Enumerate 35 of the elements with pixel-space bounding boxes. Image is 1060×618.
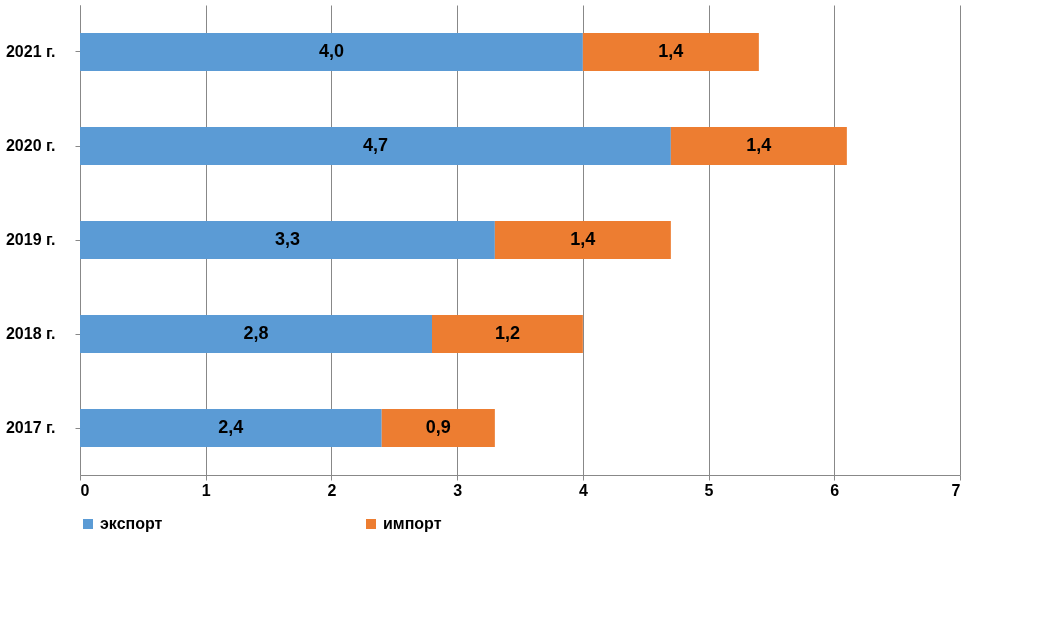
bar [80,409,382,447]
bar [80,315,432,353]
y-tick-label: 2017 г. [5,419,56,436]
bar [80,127,671,165]
x-tick-label: 2 [327,481,337,499]
data-label: 4,7 [362,135,388,155]
data-label: 4,0 [318,41,344,61]
x-tick-label: 0 [80,481,90,499]
legend-label: экспорт [100,515,163,532]
bar [432,315,583,353]
bar [381,409,495,447]
bar [494,221,671,259]
y-tick-label: 2021 г. [5,43,56,60]
data-label: 3,3 [274,229,300,249]
x-tick-label: 5 [704,481,714,499]
x-tick-label: 6 [830,481,840,499]
x-tick-label: 3 [453,481,463,499]
data-label: 1,4 [746,135,772,155]
x-tick-label: 4 [578,481,588,499]
bar [80,33,583,71]
bar [670,127,847,165]
data-label: 1,2 [494,323,520,343]
x-tick-label: 7 [951,481,961,499]
data-label: 2,8 [243,323,269,343]
bar [80,221,495,259]
y-tick-label: 2019 г. [5,231,56,248]
data-label: 2,4 [218,417,244,437]
data-label: 1,4 [658,41,684,61]
data-label: 0,9 [425,417,451,437]
bar [582,33,759,71]
y-tick-label: 2018 г. [5,325,56,342]
data-label: 1,4 [570,229,596,249]
legend-label: импорт [383,515,442,532]
x-tick-label: 1 [201,481,211,499]
y-tick-label: 2020 г. [5,137,56,154]
